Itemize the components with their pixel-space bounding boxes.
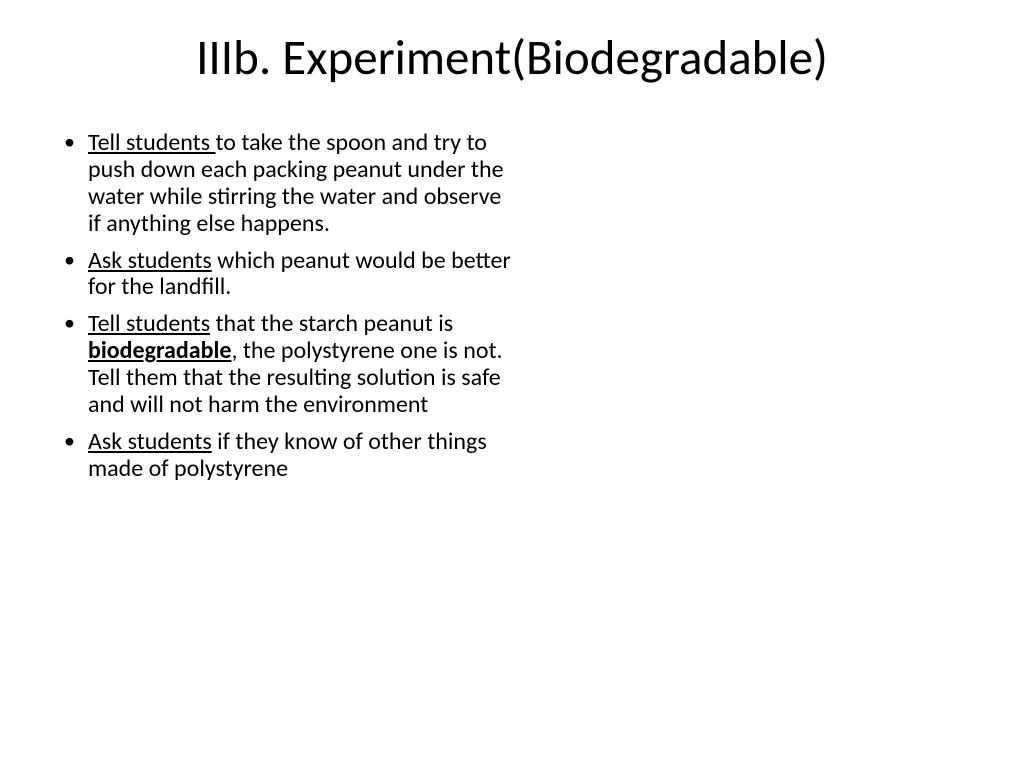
body-area: Tell students to take the spoon and try … — [60, 130, 964, 493]
bullet-text: that the starch peanut is — [210, 309, 453, 338]
bullet-lead: Ask students — [88, 246, 212, 275]
bullet-lead: Tell students — [88, 309, 210, 338]
bullet-bold: biodegradable — [88, 336, 231, 365]
page-title: IIIb. Experiment(Biodegradable) — [60, 28, 964, 88]
list-item: Tell students to take the spoon and try … — [60, 130, 512, 238]
left-column: Tell students to take the spoon and try … — [60, 130, 512, 493]
bullet-lead: Ask students — [88, 427, 212, 456]
list-item: Tell students that the starch peanut is … — [60, 311, 512, 419]
bullet-lead: Tell students — [88, 128, 216, 157]
bullet-list: Tell students to take the spoon and try … — [60, 130, 512, 483]
slide: IIIb. Experiment(Biodegradable) Tell stu… — [0, 0, 1024, 768]
list-item: Ask students if they know of other thing… — [60, 429, 512, 483]
list-item: Ask students which peanut would be bette… — [60, 248, 512, 302]
